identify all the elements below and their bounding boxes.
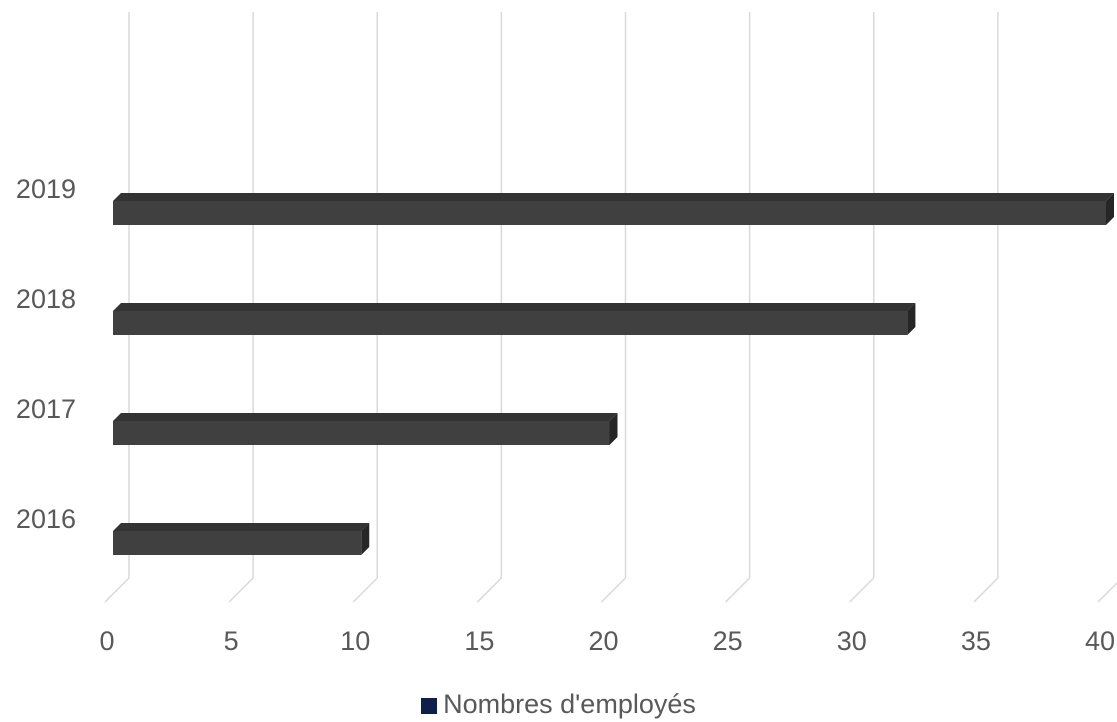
- floor-gridline: [476, 577, 502, 603]
- floor-gridline: [228, 577, 254, 603]
- y-tick-label: 2016: [16, 504, 76, 534]
- x-tick-label: 5: [224, 626, 239, 656]
- bar-side: [361, 523, 370, 555]
- x-tick-label: 15: [464, 626, 494, 656]
- x-tick-label: 20: [588, 626, 618, 656]
- floor-gridline: [973, 577, 999, 603]
- floor-gridline: [600, 577, 627, 603]
- bar: [113, 531, 362, 555]
- floor-gridline: [1097, 581, 1117, 603]
- x-tick-label: 40: [1085, 626, 1115, 656]
- y-tick-label: 2017: [16, 394, 76, 424]
- legend-label: Nombres d'employés: [443, 689, 696, 719]
- floor-gridline: [849, 577, 875, 603]
- y-tick-label: 2019: [16, 174, 76, 204]
- floor-gridline: [104, 577, 130, 603]
- x-tick-label: 0: [99, 626, 114, 656]
- bar-top: [113, 523, 370, 531]
- x-tick-label: 25: [713, 626, 743, 656]
- x-tick-label: 35: [961, 626, 991, 656]
- legend: Nombres d'employés: [0, 688, 1117, 720]
- y-tick-label: 2018: [16, 284, 76, 314]
- bar: [113, 311, 908, 335]
- bar-top: [113, 303, 916, 311]
- bar-side: [907, 303, 916, 335]
- bar-side: [609, 413, 618, 445]
- bar: [113, 421, 610, 445]
- x-tick-label: 30: [837, 626, 867, 656]
- x-tick-label: 10: [340, 626, 370, 656]
- bar-chart: 0 5 10 15 20 25 30 35 40 2016 2017 2018 2019: [16, 12, 1117, 656]
- bar-top: [113, 193, 1114, 201]
- legend-swatch: [421, 698, 438, 714]
- bar: [113, 201, 1106, 225]
- floor-gridline: [725, 577, 751, 603]
- bar-top: [113, 413, 618, 421]
- floor-gridline: [352, 577, 378, 603]
- bar-side: [1106, 193, 1114, 225]
